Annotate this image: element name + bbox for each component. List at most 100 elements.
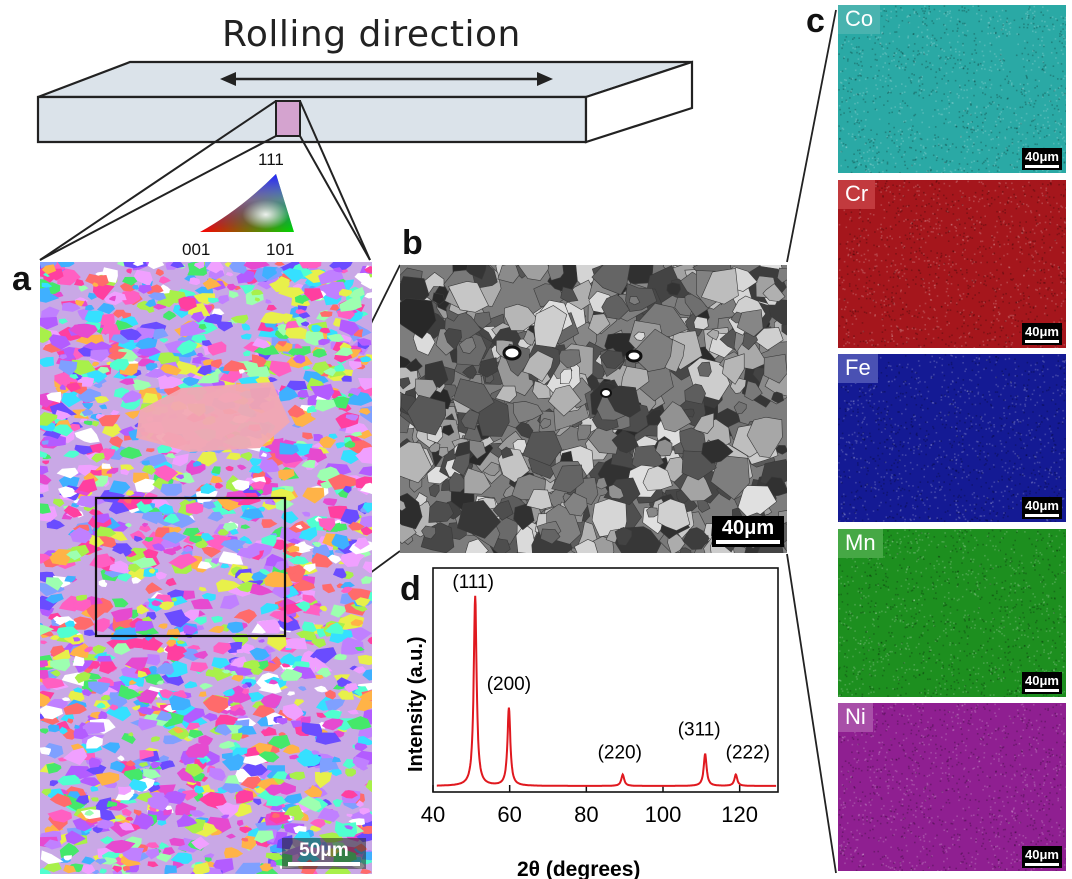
ebsd-grain: [128, 778, 148, 792]
ebsd-grain: [46, 519, 65, 530]
ebsd-grain: [160, 364, 182, 376]
ebsd-grain: [229, 262, 247, 274]
ebsd-grain: [109, 560, 130, 575]
ebsd-grain: [182, 527, 200, 537]
ebsd-grain: [240, 524, 251, 530]
sem-grain: [560, 286, 579, 303]
ebsd-grain: [265, 299, 272, 304]
ebsd-grain: [202, 712, 219, 722]
ebsd-grain: [90, 349, 110, 362]
ebsd-grain: [225, 490, 248, 503]
ebsd-grain: [265, 795, 287, 807]
ebsd-grain: [270, 860, 277, 867]
ebsd-grain: [346, 716, 372, 731]
ebsd-grain: [114, 320, 134, 331]
ebsd-grain: [49, 635, 61, 641]
ebsd-grain: [216, 579, 241, 593]
ebsd-grain: [40, 747, 51, 755]
ebsd-grain: [155, 571, 167, 580]
ebsd-grain: [213, 642, 232, 655]
ebsd-grain: [267, 633, 287, 652]
ebsd-grain: [281, 663, 291, 668]
ebsd-grain: [358, 727, 372, 739]
sem-grain: [679, 547, 692, 553]
ebsd-grain: [319, 605, 328, 612]
ebsd-grain: [180, 320, 206, 337]
sem-grain: [744, 380, 763, 402]
ebsd-grain: [157, 444, 173, 454]
ebsd-grain: [345, 414, 359, 421]
ebsd-grain: [249, 647, 270, 660]
ebsd-grain: [125, 816, 134, 821]
ebsd-grain: [201, 546, 222, 558]
ebsd-grain: [304, 288, 324, 302]
sem-micrograph: [400, 265, 787, 553]
ebsd-grain: [159, 601, 174, 610]
ebsd-grain: [124, 410, 140, 419]
ebsd-grain: [333, 363, 346, 372]
ebsd-grain: [161, 531, 188, 544]
ebsd-grain: [126, 490, 135, 496]
ebsd-grain: [45, 577, 64, 591]
ebsd-grain: [169, 526, 182, 534]
ebsd-grain: [62, 302, 81, 312]
ebsd-grain: [279, 653, 295, 665]
sem-grain: [693, 316, 709, 330]
ebsd-grain: [201, 340, 213, 347]
ebsd-grain: [354, 742, 368, 752]
ebsd-grain: [319, 311, 333, 317]
sem-grain: [771, 391, 784, 404]
ebsd-grain: [278, 287, 305, 299]
ebsd-grain: [50, 658, 71, 672]
ebsd-grain: [220, 594, 240, 610]
ebsd-grain: [240, 451, 253, 462]
ebsd-grain: [77, 347, 94, 357]
ebsd-grain: [98, 404, 108, 410]
ebsd-grain: [302, 594, 317, 604]
ebsd-grain: [148, 292, 167, 301]
ebsd-grain: [106, 467, 119, 474]
ebsd-grain: [193, 650, 209, 659]
ebsd-grain: [96, 526, 117, 538]
ebsd-grain: [221, 669, 231, 674]
ebsd-grain: [142, 522, 148, 528]
ebsd-grain: [198, 691, 207, 697]
ebsd-grain: [364, 292, 372, 299]
ebsd-grain: [279, 386, 299, 402]
ebsd-grain: [225, 272, 234, 277]
ebsd-grain: [172, 727, 184, 734]
eds-map-mn: Mn 40μm: [838, 529, 1066, 697]
ebsd-grain: [242, 660, 261, 670]
ebsd-grain: [40, 473, 52, 486]
ebsd-grain: [87, 292, 97, 300]
sem-grain: [400, 377, 411, 390]
sem-grain: [400, 492, 423, 530]
ebsd-grain: [163, 548, 177, 556]
ebsd-grain: [221, 814, 230, 819]
ebsd-grain: [343, 485, 352, 494]
ebsd-grain: [85, 273, 109, 287]
ebsd-grain: [226, 452, 241, 461]
ebsd-grain: [316, 712, 327, 718]
ebsd-grain: [155, 268, 164, 277]
ebsd-grain: [133, 809, 142, 816]
ebsd-grain: [178, 296, 197, 311]
ebsd-grain: [279, 442, 300, 455]
ebsd-grain: [59, 318, 68, 325]
ebsd-grain: [102, 423, 123, 438]
sem-grain: [781, 324, 787, 336]
ebsd-grain: [260, 452, 267, 458]
ebsd-grain: [116, 347, 139, 362]
xrd-x-tick-label: 60: [497, 802, 521, 827]
xrd-peak-label: (222): [726, 743, 770, 764]
xrd-plot-frame: [432, 567, 779, 793]
sem-grain: [405, 358, 423, 372]
ebsd-grain: [89, 711, 102, 719]
ebsd-grain: [333, 267, 343, 273]
sem-grain: [452, 378, 495, 414]
sem-grain: [400, 441, 433, 484]
ebsd-grain: [229, 528, 239, 535]
ebsd-grain: [360, 482, 372, 495]
ebsd-grain: [200, 483, 217, 494]
sem-grain: [701, 438, 734, 464]
